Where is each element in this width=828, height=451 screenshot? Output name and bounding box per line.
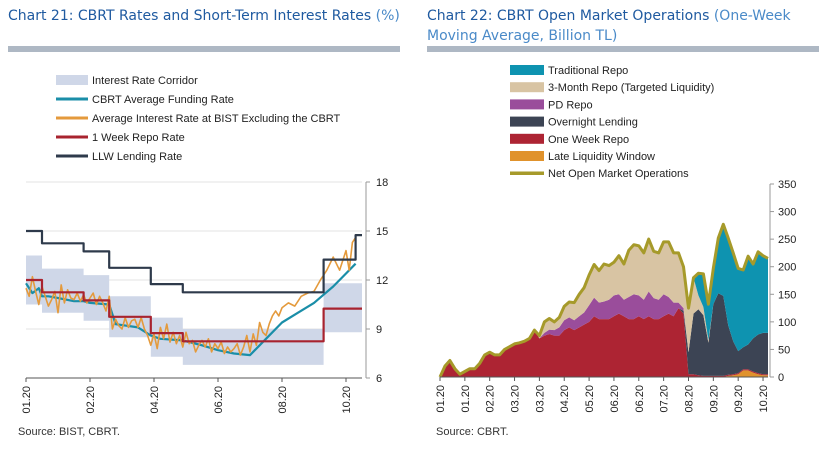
left-source: Source: BIST, CBRT. [18,426,120,438]
legend-label-traditional-repo: Traditional Repo [548,65,628,77]
x-tick-label: 05.20 [584,385,596,413]
legend-swatch-late-liquidity-window [510,151,544,161]
legend-label-average-interest-rate-at-bist-excluding-the-cbrt: Average Interest Rate at BIST Excluding … [92,113,341,125]
x-tick-label: 08.20 [683,385,695,413]
y-tick-label: 350 [778,179,796,191]
legend-label-net-open-market-operations: Net Open Market Operations [548,168,689,180]
y-tick-label: 18 [376,177,388,189]
x-tick-label: 09.20 [708,385,720,413]
x-tick-label: 03.20 [510,385,522,413]
y-tick-label: 300 [778,207,796,219]
x-tick-label: 09.20 [733,385,745,413]
x-tick-label: 01.20 [460,385,472,413]
left-title-rule [8,46,400,52]
legend-label-3-month-repo-targeted-liquidity: 3-Month Repo (Targeted Liquidity) [548,82,714,94]
legend-swatch-pd-repo [510,99,544,110]
legend-label-one-week-repo: One Week Repo [548,134,629,146]
right-chart-title-text: Chart 22: CBRT Open Market Operations [427,8,710,24]
legend-label-overnight-lending: Overnight Lending [548,117,638,129]
area-one-week-repo [440,308,768,377]
x-tick-label: 01.20 [21,386,33,414]
y-tick-label: 15 [376,226,388,238]
y-tick-label: 150 [778,289,796,301]
series-line-net-open-market-operations [438,222,769,378]
x-tick-label: 07.20 [659,385,671,413]
x-tick-label: 03.20 [534,385,546,413]
right-chart: Traditional Repo 3-Month Repo (Targeted L… [435,65,796,413]
x-tick-label: 06.20 [213,386,225,414]
legend-label-pd-repo: PD Repo [548,99,593,111]
y-tick-label: 9 [376,324,382,336]
x-tick-label: 10.20 [341,386,353,414]
legend-swatch-overnight-lending [510,116,544,127]
area-traditional-repo [440,224,768,377]
series-line-1-week-repo-rate [26,278,362,343]
legend-label-llw-lending-rate: LLW Lending Rate [92,151,182,163]
y-tick-label: 250 [778,234,796,246]
x-tick-label: 02.20 [485,385,497,413]
legend-swatch-traditional-repo [510,65,544,75]
series-line-llw-lending-rate [26,229,362,294]
right-source: Source: CBRT. [436,426,509,438]
y-tick-label: 50 [778,344,790,356]
left-chart-title-unit: (%) [375,8,400,24]
legend-label-1-week-repo-rate: 1 Week Repo Rate [92,132,185,144]
series-line-cbrt-average-funding-rate [25,262,357,357]
x-tick-label: 06.20 [634,385,646,413]
y-tick-label: 12 [376,275,388,287]
y-tick-label: 0 [778,372,784,384]
right-chart-title-unit: (One-Week Moving Average, Billion TL) [427,8,791,44]
right-title-rule [427,46,819,52]
x-tick-label: 10.20 [758,385,770,413]
left-chart-title-text: Chart 21: CBRT Rates and Short-Term Inte… [8,8,372,24]
legend-label-cbrt-average-funding-rate: CBRT Average Funding Rate [92,94,234,106]
left-chart-title: Chart 21: CBRT Rates and Short-Term Inte… [8,6,408,26]
area-late-liquidity-window [440,370,768,377]
legend-swatch-one-week-repo [510,133,544,144]
x-tick-label: 02.20 [85,386,97,414]
legend-label-interest-rate-corridor: Interest Rate Corridor [92,75,198,87]
y-tick-label: 6 [376,373,382,385]
right-chart-title: Chart 22: CBRT Open Market Operations (O… [427,6,807,46]
area-3-month-repo-targeted-liquidity [440,239,768,377]
x-tick-label: 04.20 [559,385,571,413]
y-tick-label: 100 [778,317,796,329]
area-overnight-lending [440,293,768,377]
left-chart: Interest Rate Corridor CBRT Average Fundi… [21,75,388,414]
x-tick-label: 08.20 [277,386,289,414]
area-pd-repo [440,291,768,377]
interest-rate-corridor-band [26,255,362,365]
legend-swatch-interest-rate-corridor [56,75,88,85]
legend-label-late-liquidity-window: Late Liquidity Window [548,151,655,163]
y-tick-label: 200 [778,262,796,274]
x-tick-label: 06.20 [609,385,621,413]
x-tick-label: 01.20 [435,385,447,413]
legend-swatch-3-month-repo-targeted-liquidity [510,82,544,93]
series-line-average-interest-rate-at-bist-excluding-the-cbrt [25,237,357,356]
x-tick-label: 04.20 [149,386,161,414]
